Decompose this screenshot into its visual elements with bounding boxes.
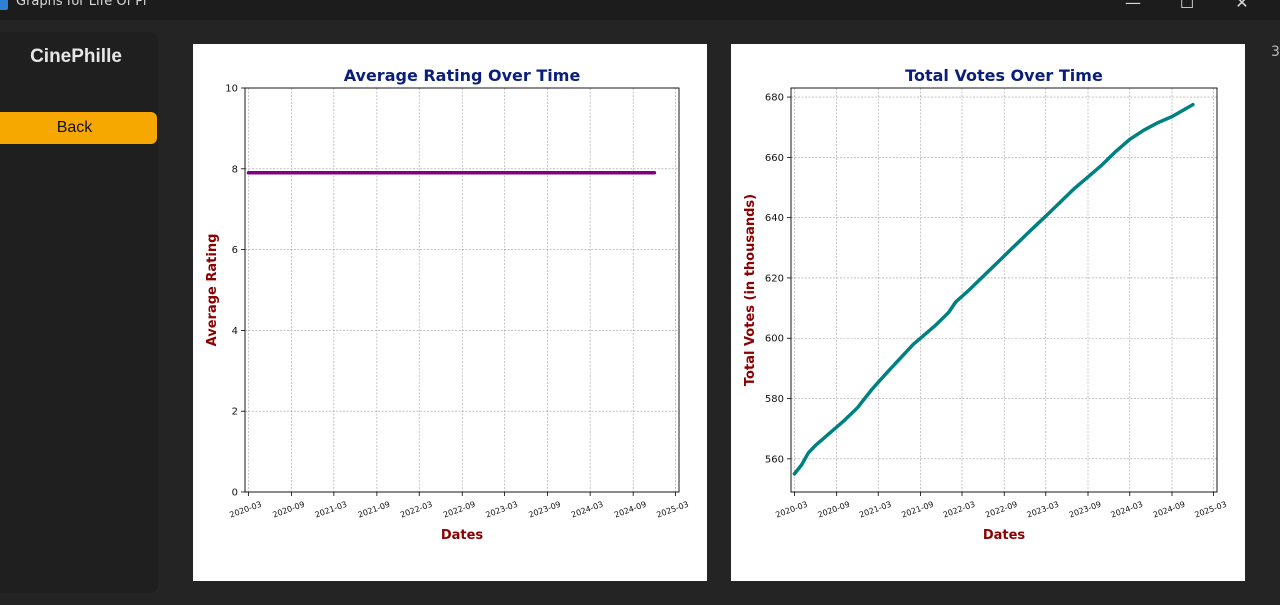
y-tick-label: 640 — [765, 213, 784, 224]
x-axis-label: Dates — [441, 528, 484, 543]
y-tick-label: 620 — [765, 273, 784, 284]
x-tick-label: 2025-03 — [1193, 500, 1227, 520]
maximize-icon[interactable]: ☐ — [1179, 0, 1195, 12]
brand-title: CinePhille — [30, 46, 122, 67]
votes-chart: 2020-03 2020-09 2021-03 2021-09 2022-03 2022-… — [743, 66, 1228, 543]
y-tick-label: 560 — [765, 454, 784, 465]
y-tick-label: 2 — [232, 407, 238, 418]
window-titlebar: Graphs for Life Of Pi — ☐ ✕ — [0, 0, 1280, 20]
y-tick-label: 580 — [765, 394, 784, 405]
x-tick-label: 2023-09 — [527, 500, 561, 520]
y-tick-label: 660 — [765, 153, 784, 164]
x-axis-label: Dates — [983, 528, 1026, 543]
close-icon[interactable]: ✕ — [1235, 0, 1249, 12]
x-tick-label: 2022-09 — [442, 500, 476, 520]
back-button[interactable]: Back — [0, 112, 157, 144]
x-tick-label: 2022-03 — [942, 500, 976, 520]
x-tick-label: 2024-09 — [613, 500, 647, 520]
x-tick-label: 2020-03 — [228, 500, 262, 520]
window-title: Graphs for Life Of Pi — [16, 0, 147, 9]
y-tick-label: 680 — [765, 93, 784, 104]
rating-chart: 2020-03 2020-09 2021-03 2021-09 2022-03 2022-… — [205, 66, 690, 543]
x-tick-label: 2024-03 — [570, 500, 604, 520]
y-tick-label: 10 — [225, 84, 238, 95]
plot-frame — [244, 87, 680, 493]
x-tick-label: 2025-03 — [655, 500, 689, 520]
x-tick-label: 2023-09 — [1068, 500, 1102, 520]
plot-frame — [790, 87, 1218, 493]
x-tick-label: 2021-03 — [858, 500, 892, 520]
y-axis-label: Total Votes (in thousands) — [743, 194, 758, 386]
y-tick-label: 600 — [765, 334, 784, 345]
y-tick-label: 6 — [232, 245, 238, 256]
x-tick-label: 2020-03 — [774, 500, 808, 520]
chart-panel-votes: 2020-03 2020-09 2021-03 2021-09 2022-03 2022-… — [731, 44, 1245, 581]
y-axis-label: Average Rating — [205, 234, 220, 347]
x-tick-label: 2022-03 — [399, 500, 433, 520]
x-tick-label: 2023-03 — [1026, 500, 1060, 520]
x-tick-label: 2022-09 — [984, 500, 1018, 520]
app-icon — [0, 0, 8, 10]
x-tick-label: 2021-03 — [314, 500, 348, 520]
x-tick-label: 2021-09 — [357, 500, 391, 520]
chart-panel-rating: 2020-03 2020-09 2021-03 2021-09 2022-03 2022-… — [193, 44, 707, 581]
minimize-icon[interactable]: — — [1125, 0, 1141, 12]
y-tick-label: 0 — [232, 488, 238, 499]
y-tick-label: 8 — [232, 164, 238, 175]
x-tick-label: 2023-03 — [484, 500, 518, 520]
x-tick-label: 2024-03 — [1110, 500, 1144, 520]
chart-title: Average Rating Over Time — [344, 66, 581, 85]
y-tick-label: 4 — [232, 326, 238, 337]
x-tick-label: 2020-09 — [817, 500, 851, 520]
x-tick-label: 2024-09 — [1152, 500, 1186, 520]
x-tick-label: 2021-09 — [900, 500, 934, 520]
series-line — [792, 102, 1195, 476]
edge-overflow-text: 3 — [1271, 44, 1280, 60]
x-tick-label: 2020-09 — [271, 500, 305, 520]
chart-title: Total Votes Over Time — [905, 66, 1103, 85]
